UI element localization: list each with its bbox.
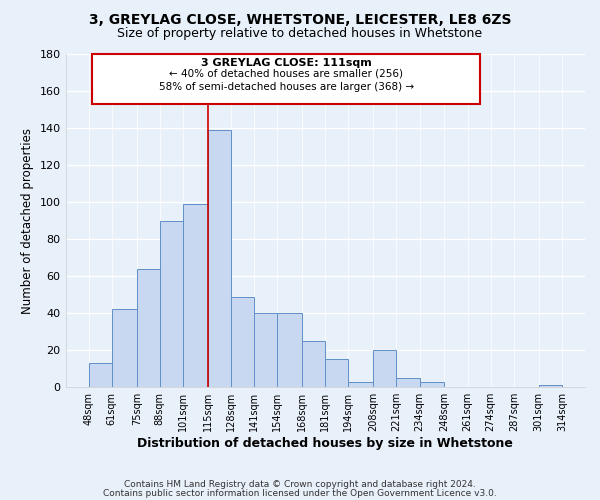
Bar	[397, 378, 419, 387]
Y-axis label: Number of detached properties: Number of detached properties	[21, 128, 34, 314]
Text: ← 40% of detached houses are smaller (256): ← 40% of detached houses are smaller (25…	[169, 69, 403, 79]
Text: 58% of semi-detached houses are larger (368) →: 58% of semi-detached houses are larger (…	[158, 82, 413, 92]
X-axis label: Distribution of detached houses by size in Whetstone: Distribution of detached houses by size …	[137, 437, 513, 450]
Bar	[373, 350, 397, 387]
Text: 3, GREYLAG CLOSE, WHETSTONE, LEICESTER, LE8 6ZS: 3, GREYLAG CLOSE, WHETSTONE, LEICESTER, …	[89, 12, 511, 26]
Bar	[277, 313, 302, 387]
Bar	[231, 296, 254, 387]
Bar	[539, 386, 562, 387]
Bar	[208, 130, 231, 387]
Text: 3 GREYLAG CLOSE: 111sqm: 3 GREYLAG CLOSE: 111sqm	[201, 58, 371, 68]
Bar	[183, 204, 208, 387]
Bar	[160, 220, 183, 387]
Text: Size of property relative to detached houses in Whetstone: Size of property relative to detached ho…	[118, 28, 482, 40]
Bar	[419, 382, 445, 387]
Text: Contains public sector information licensed under the Open Government Licence v3: Contains public sector information licen…	[103, 488, 497, 498]
Bar	[349, 382, 373, 387]
Bar	[112, 310, 137, 387]
Bar	[325, 360, 349, 387]
Bar	[137, 268, 160, 387]
Bar	[89, 363, 112, 387]
Bar	[254, 313, 277, 387]
Bar	[302, 341, 325, 387]
Text: Contains HM Land Registry data © Crown copyright and database right 2024.: Contains HM Land Registry data © Crown c…	[124, 480, 476, 489]
FancyBboxPatch shape	[92, 54, 480, 104]
